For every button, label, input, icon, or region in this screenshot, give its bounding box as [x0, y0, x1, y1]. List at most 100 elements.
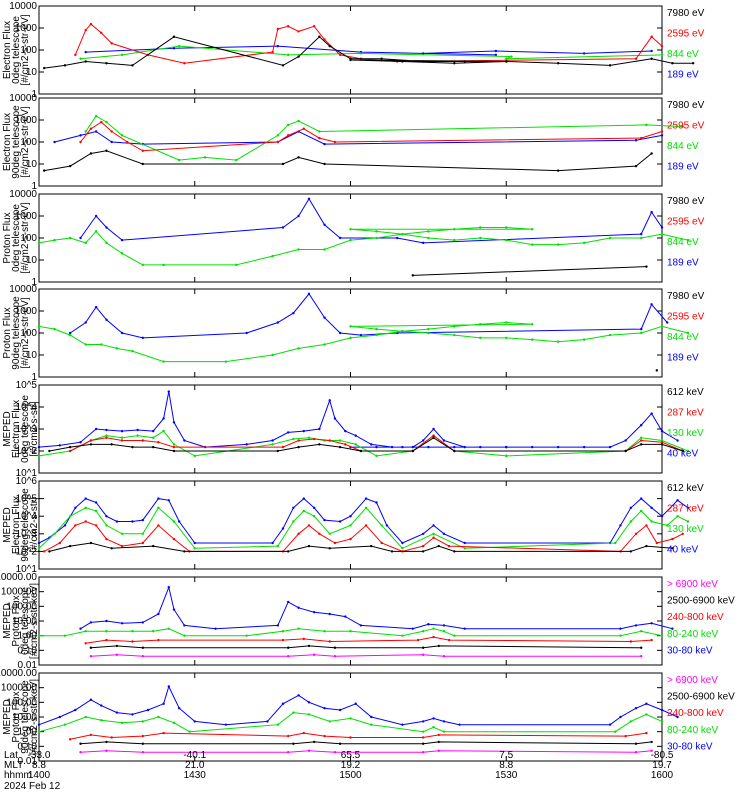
- series-line: [85, 636, 652, 644]
- series-line: [70, 732, 647, 740]
- data-point: [287, 750, 290, 754]
- data-point: [660, 441, 664, 444]
- data-point: [432, 434, 435, 437]
- data-point: [281, 630, 285, 633]
- y-tick-label: 1.00: [18, 727, 38, 738]
- y-tick-label: 10.00: [12, 616, 37, 627]
- data-point: [287, 25, 290, 28]
- footer-mlt-value: 19.7: [652, 760, 672, 771]
- data-point: [188, 730, 191, 733]
- data-point: [634, 57, 638, 60]
- data-point: [323, 518, 326, 522]
- data-point: [245, 634, 248, 637]
- data-point: [349, 325, 352, 328]
- data-point: [338, 331, 342, 335]
- data-point: [375, 454, 378, 458]
- data-point: [162, 731, 165, 735]
- data-point: [276, 449, 280, 453]
- data-point: [84, 520, 87, 523]
- data-point: [494, 53, 498, 57]
- data-point: [686, 331, 690, 335]
- data-point: [172, 520, 176, 523]
- data-point: [344, 429, 347, 433]
- data-point: [556, 445, 560, 449]
- data-point: [162, 417, 165, 420]
- data-point: [152, 436, 155, 439]
- data-point: [271, 541, 274, 545]
- legend-entry: 287 keV: [667, 407, 704, 418]
- y-axis-title-line: [#/cm2-s-str-eV]: [20, 14, 31, 85]
- data-point: [94, 114, 98, 118]
- data-point: [79, 236, 82, 240]
- series-7980-ev: [655, 369, 659, 372]
- series-2500-6900-kev: [79, 740, 653, 745]
- data-point: [370, 715, 373, 719]
- data-point: [608, 333, 612, 337]
- y-axis-title-line: [#/cm2-s-str-keV]: [29, 679, 40, 755]
- data-point: [84, 715, 87, 719]
- data-point: [141, 336, 145, 340]
- data-point: [131, 64, 134, 67]
- data-point: [131, 520, 134, 523]
- data-point: [84, 506, 87, 510]
- data-point: [505, 60, 508, 63]
- data-point: [634, 164, 638, 168]
- data-point: [390, 445, 394, 449]
- legend-entry: 612 keV: [667, 483, 704, 494]
- data-point: [629, 506, 633, 510]
- data-point: [136, 434, 139, 437]
- data-point: [89, 439, 93, 442]
- y-axis-title-line: [#/cm2-s-str]: [29, 401, 40, 457]
- y-tick-label: 10: [26, 350, 38, 361]
- y-tick-label: 10^4: [16, 402, 38, 413]
- data-point: [463, 547, 466, 550]
- data-point: [94, 509, 98, 513]
- series-189-ev: [79, 197, 664, 245]
- data-point: [650, 638, 653, 642]
- data-point: [416, 638, 420, 642]
- series-287-kev: [42, 520, 684, 553]
- series-line: [44, 36, 694, 69]
- panel-frame: [38, 576, 663, 666]
- data-point: [302, 731, 305, 735]
- data-point: [84, 130, 87, 133]
- series-612-kev: [48, 541, 674, 553]
- data-point: [479, 236, 482, 240]
- data-point: [271, 50, 274, 54]
- footer-hhmm-value: 1530: [495, 770, 518, 781]
- data-point: [660, 429, 664, 433]
- data-point: [660, 226, 664, 229]
- legend-entry: 844 eV: [667, 237, 699, 248]
- data-point: [287, 123, 290, 127]
- data-point: [141, 654, 145, 658]
- data-point: [120, 238, 124, 242]
- data-point: [84, 642, 87, 645]
- data-point: [79, 750, 82, 754]
- data-point: [297, 248, 300, 251]
- data-point: [333, 541, 337, 545]
- data-point: [608, 723, 612, 726]
- data-point: [645, 123, 648, 127]
- legend-entry: 844 eV: [667, 332, 699, 343]
- data-point: [370, 443, 373, 446]
- y-tick-label: 1: [31, 277, 37, 288]
- data-point: [349, 537, 352, 541]
- y-tick-label: 10^5: [16, 380, 38, 391]
- data-point: [68, 445, 72, 449]
- data-point: [307, 436, 311, 439]
- data-point: [141, 750, 145, 754]
- data-point: [676, 439, 679, 442]
- y-axis-title-line: MEPED: [2, 507, 13, 543]
- data-point: [432, 726, 435, 729]
- data-point: [131, 445, 134, 449]
- data-point: [650, 152, 653, 155]
- data-point: [453, 550, 456, 553]
- data-point: [281, 527, 285, 530]
- y-axis-title: Proton Flux0deg telescope[#/cm2-s-str-eV…: [2, 202, 31, 273]
- data-point: [120, 331, 124, 335]
- data-point: [660, 44, 664, 48]
- data-point: [42, 66, 46, 70]
- data-point: [287, 550, 290, 553]
- data-point: [349, 58, 352, 62]
- data-point: [297, 606, 300, 609]
